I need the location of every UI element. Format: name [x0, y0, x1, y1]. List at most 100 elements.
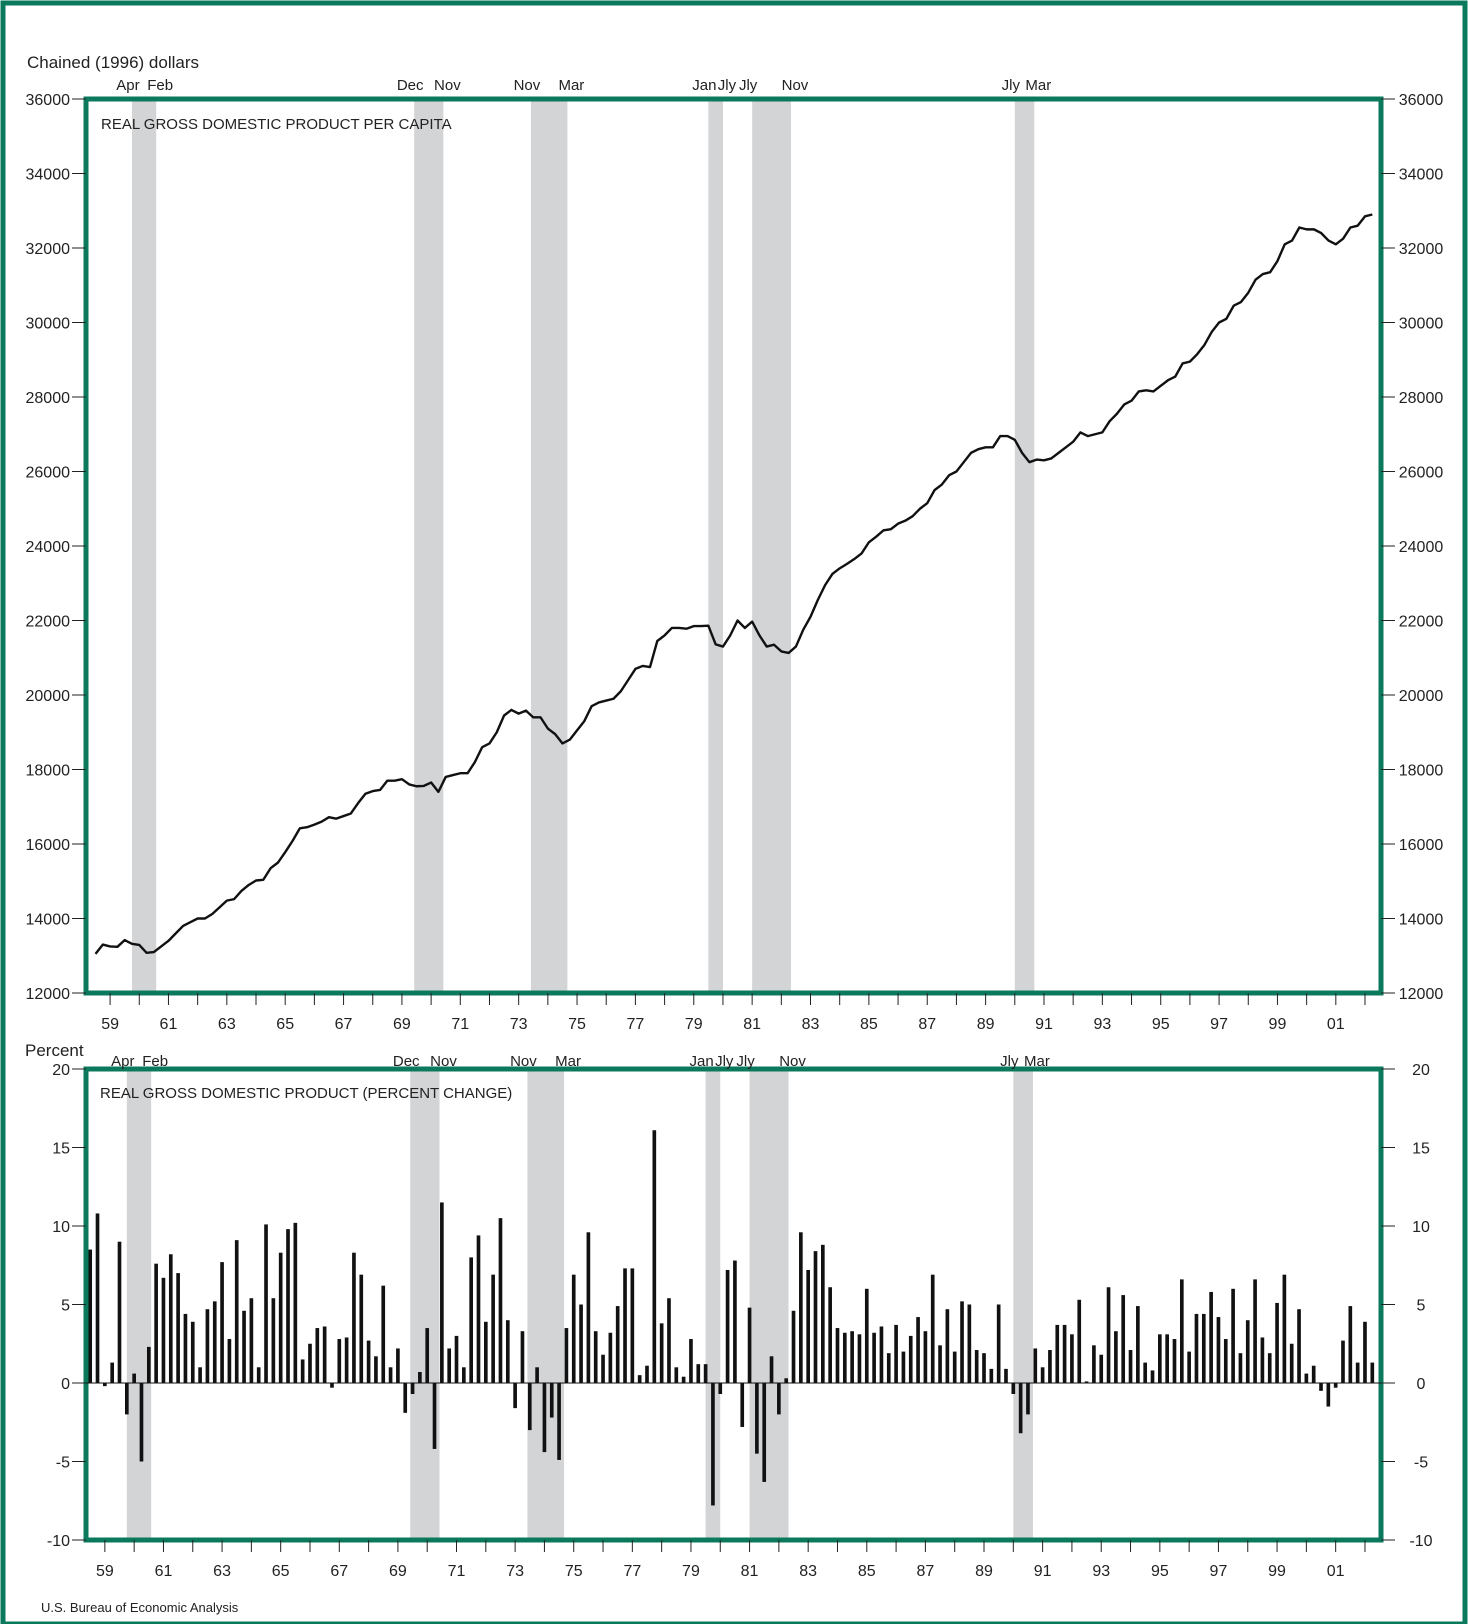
y-tick-label-right-top: 18000 [1399, 763, 1444, 780]
gdp-change-bar [1004, 1368, 1008, 1383]
gdp-change-bar [593, 1331, 598, 1383]
gdp-change-bar [740, 1383, 745, 1427]
gdp-change-bar [278, 1252, 283, 1383]
gdp-change-bar [1179, 1279, 1184, 1383]
gdp-change-bar [1026, 1383, 1030, 1415]
gdp-change-bar [535, 1367, 539, 1383]
gdp-change-bar [703, 1364, 708, 1383]
recession-start-label-bottom-0: Apr [111, 1053, 134, 1070]
x-tick-label-bottom: 77 [623, 1563, 641, 1580]
gdp-change-bar [498, 1218, 503, 1383]
gdp-change-bar [960, 1301, 964, 1383]
y-tick-label-left-bottom: -10 [47, 1533, 70, 1550]
recession-band-bottom-0 [126, 1069, 152, 1540]
x-tick-label-top: 67 [335, 1016, 353, 1033]
y-tick-label-left-bottom: 0 [61, 1376, 70, 1393]
gdp-change-bar [1311, 1365, 1316, 1383]
recession-end-label-top-2: Mar [558, 77, 584, 94]
x-tick-label-top: 99 [1269, 1016, 1287, 1033]
gdp-change-bar [117, 1241, 122, 1383]
gdp-change-bar [674, 1367, 679, 1383]
x-tick-label-top: 79 [685, 1016, 703, 1033]
gdp-change-bar [784, 1378, 789, 1383]
gdp-change-bar [469, 1257, 473, 1383]
x-tick-label-bottom: 85 [858, 1563, 876, 1580]
gdp-change-bar [242, 1310, 246, 1383]
y-tick-label-left-top: 32000 [26, 241, 71, 258]
y-tick-label-left-bottom: 15 [52, 1141, 70, 1158]
gdp-change-bar [168, 1254, 173, 1383]
gdp-change-bar [1040, 1367, 1045, 1383]
gdp-change-bar [396, 1348, 400, 1383]
gdp-change-bar [139, 1383, 144, 1462]
gdp-change-bar [176, 1273, 180, 1383]
x-tick-label-bottom: 91 [1034, 1563, 1052, 1580]
gdp-change-bar [1084, 1381, 1089, 1383]
gdp-change-bar [762, 1383, 767, 1482]
y-tick-label-right-top: 20000 [1399, 688, 1444, 705]
gdp-change-bar [205, 1309, 210, 1383]
recession-band-bottom-1 [410, 1069, 440, 1540]
y-tick-label-right-bottom: 10 [1412, 1219, 1430, 1236]
x-tick-label-bottom: 97 [1210, 1563, 1228, 1580]
gdp-change-bar [1099, 1354, 1104, 1383]
gdp-change-bar [718, 1383, 723, 1394]
gdp-change-bar [1238, 1353, 1243, 1383]
recession-band-top-4 [752, 99, 791, 993]
gdp-change-bar [608, 1332, 613, 1383]
x-tick-label-top: 61 [160, 1016, 178, 1033]
y-tick-label-left-top: 12000 [26, 986, 71, 1003]
gdp-per-capita-line [94, 213, 1373, 955]
recession-start-label-bottom-4: Jly [736, 1053, 755, 1070]
gdp-change-bar [755, 1383, 759, 1454]
x-tick-label-bottom: 95 [1151, 1563, 1169, 1580]
gdp-change-bar [1253, 1279, 1257, 1383]
x-tick-label-top: 83 [802, 1016, 820, 1033]
gdp-change-bar [1201, 1313, 1206, 1383]
y-tick-label-left-top: 30000 [26, 316, 71, 333]
gdp-change-bar [996, 1304, 1001, 1383]
y-tick-label-right-bottom: -5 [1414, 1455, 1428, 1472]
gdp-change-bar [974, 1350, 979, 1383]
gdp-change-bar [388, 1367, 393, 1383]
x-tick-label-bottom: 61 [155, 1563, 173, 1580]
x-tick-label-top: 93 [1093, 1016, 1111, 1033]
x-tick-label-top: 95 [1152, 1016, 1170, 1033]
gdp-change-bar [901, 1351, 906, 1383]
gdp-change-bar [659, 1323, 664, 1383]
y-tick-label-left-top: 26000 [26, 465, 71, 482]
axes-layer [72, 98, 1395, 1552]
recession-end-label-top-3: Jly [718, 77, 737, 94]
gdp-change-bar [1223, 1339, 1228, 1383]
y-tick-label-right-top: 14000 [1399, 912, 1444, 929]
gdp-change-bar [571, 1274, 576, 1383]
x-tick-label-top: 77 [627, 1016, 645, 1033]
gdp-change-bar [1114, 1331, 1118, 1383]
gdp-change-bar [894, 1324, 898, 1383]
x-tick-label-top: 85 [860, 1016, 878, 1033]
gdp-change-bar [234, 1240, 239, 1383]
gdp-change-bar [308, 1343, 312, 1383]
gdp-change-bar [586, 1232, 591, 1383]
gdp-change-bar [1077, 1299, 1082, 1383]
gdp-change-bar [623, 1268, 627, 1383]
recession-start-label-bottom-3: Jan [690, 1053, 714, 1070]
gdp-change-bar [125, 1383, 129, 1415]
y-tick-label-left-bottom: -5 [56, 1455, 70, 1472]
x-tick-label-top: 73 [510, 1016, 528, 1033]
gdp-change-bar [777, 1383, 781, 1415]
gdp-change-bar [1297, 1309, 1301, 1383]
recession-end-label-bottom-0: Feb [142, 1053, 168, 1070]
gdp-change-bar [938, 1345, 942, 1383]
gdp-change-bar [1121, 1295, 1126, 1383]
recession-band-bottom-4 [749, 1069, 789, 1540]
gdp-change-bar [249, 1298, 254, 1383]
recession-start-label-top-0: Apr [116, 77, 139, 94]
gdp-change-bar [198, 1367, 202, 1383]
gdp-change-bar [1018, 1383, 1023, 1434]
gdp-change-bar [1172, 1339, 1177, 1383]
gdp-change-bar [1245, 1320, 1250, 1383]
gdp-change-bar [286, 1229, 290, 1383]
recession-band-top-5 [1014, 99, 1035, 993]
x-tick-label-bottom: 71 [448, 1563, 466, 1580]
